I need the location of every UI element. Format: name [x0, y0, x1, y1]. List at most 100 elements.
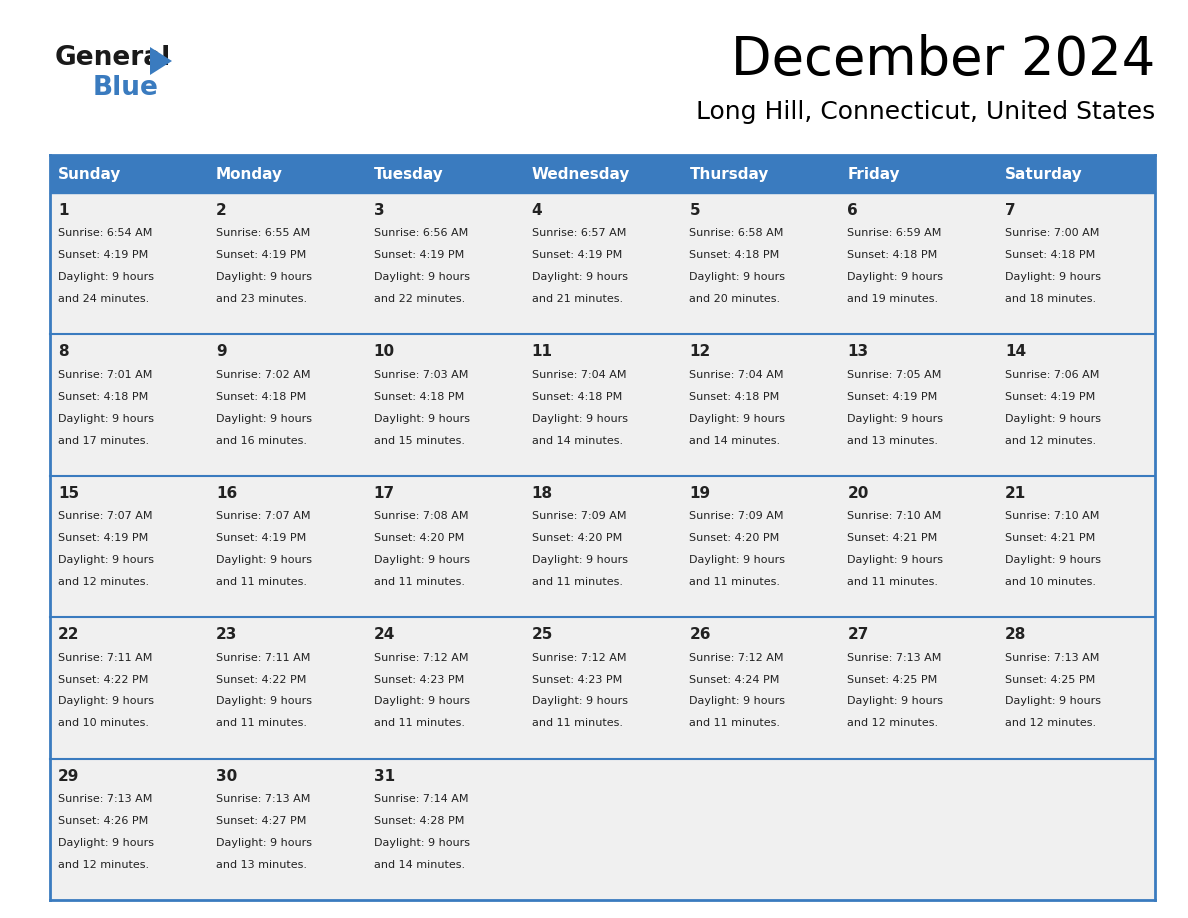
Text: 7: 7 [1005, 203, 1016, 218]
Text: and 11 minutes.: and 11 minutes. [689, 719, 781, 728]
Text: 2: 2 [216, 203, 227, 218]
Text: 30: 30 [216, 768, 238, 784]
Text: Daylight: 9 hours: Daylight: 9 hours [531, 414, 627, 424]
Text: Sunset: 4:18 PM: Sunset: 4:18 PM [847, 251, 937, 261]
Text: 26: 26 [689, 627, 710, 643]
Text: and 23 minutes.: and 23 minutes. [216, 294, 307, 304]
Text: Daylight: 9 hours: Daylight: 9 hours [374, 414, 469, 424]
Text: Sunrise: 7:04 AM: Sunrise: 7:04 AM [531, 370, 626, 380]
Text: Sunset: 4:19 PM: Sunset: 4:19 PM [216, 251, 307, 261]
Text: Daylight: 9 hours: Daylight: 9 hours [847, 697, 943, 707]
Text: 8: 8 [58, 344, 69, 360]
Text: and 21 minutes.: and 21 minutes. [531, 294, 623, 304]
Text: Daylight: 9 hours: Daylight: 9 hours [689, 697, 785, 707]
Bar [839, 617, 997, 758]
Bar [682, 758, 839, 900]
Text: and 10 minutes.: and 10 minutes. [58, 719, 148, 728]
Text: 20: 20 [847, 486, 868, 501]
Text: Sunset: 4:23 PM: Sunset: 4:23 PM [531, 675, 621, 685]
Text: Sunrise: 6:56 AM: Sunrise: 6:56 AM [374, 229, 468, 239]
Text: Daylight: 9 hours: Daylight: 9 hours [216, 414, 312, 424]
Text: Sunrise: 7:03 AM: Sunrise: 7:03 AM [374, 370, 468, 380]
Text: 22: 22 [58, 627, 80, 643]
Bar [50, 155, 208, 193]
Text: and 13 minutes.: and 13 minutes. [216, 860, 307, 869]
Bar [682, 476, 839, 617]
Text: Daylight: 9 hours: Daylight: 9 hours [216, 273, 312, 283]
Text: Daylight: 9 hours: Daylight: 9 hours [1005, 273, 1101, 283]
Text: Daylight: 9 hours: Daylight: 9 hours [374, 838, 469, 848]
Text: Sunset: 4:28 PM: Sunset: 4:28 PM [374, 816, 465, 826]
Text: Daylight: 9 hours: Daylight: 9 hours [1005, 697, 1101, 707]
Text: Daylight: 9 hours: Daylight: 9 hours [847, 414, 943, 424]
Text: and 24 minutes.: and 24 minutes. [58, 294, 150, 304]
Text: Sunrise: 7:12 AM: Sunrise: 7:12 AM [374, 653, 468, 663]
Bar [839, 334, 997, 476]
Text: Sunrise: 7:11 AM: Sunrise: 7:11 AM [216, 653, 310, 663]
Text: and 15 minutes.: and 15 minutes. [374, 436, 465, 445]
Text: Sunrise: 6:55 AM: Sunrise: 6:55 AM [216, 229, 310, 239]
Text: Sunset: 4:19 PM: Sunset: 4:19 PM [374, 251, 465, 261]
Text: Sunset: 4:18 PM: Sunset: 4:18 PM [1005, 251, 1095, 261]
Text: Sunrise: 6:57 AM: Sunrise: 6:57 AM [531, 229, 626, 239]
Text: Sunrise: 7:06 AM: Sunrise: 7:06 AM [1005, 370, 1100, 380]
Text: and 11 minutes.: and 11 minutes. [689, 577, 781, 587]
Bar [208, 476, 366, 617]
Text: Sunrise: 7:10 AM: Sunrise: 7:10 AM [1005, 511, 1100, 521]
Polygon shape [150, 47, 172, 75]
Text: Sunset: 4:18 PM: Sunset: 4:18 PM [689, 251, 779, 261]
Text: Sunset: 4:19 PM: Sunset: 4:19 PM [531, 251, 621, 261]
Text: and 11 minutes.: and 11 minutes. [374, 719, 465, 728]
Text: and 11 minutes.: and 11 minutes. [531, 577, 623, 587]
Text: Daylight: 9 hours: Daylight: 9 hours [216, 838, 312, 848]
Text: Sunrise: 7:08 AM: Sunrise: 7:08 AM [374, 511, 468, 521]
Text: Sunrise: 7:13 AM: Sunrise: 7:13 AM [58, 794, 152, 804]
Text: Sunday: Sunday [58, 166, 121, 182]
Text: Sunset: 4:20 PM: Sunset: 4:20 PM [689, 533, 779, 543]
Text: and 11 minutes.: and 11 minutes. [847, 577, 939, 587]
Text: Daylight: 9 hours: Daylight: 9 hours [847, 273, 943, 283]
Text: and 12 minutes.: and 12 minutes. [58, 577, 150, 587]
Text: and 12 minutes.: and 12 minutes. [1005, 719, 1097, 728]
Text: Sunset: 4:18 PM: Sunset: 4:18 PM [689, 392, 779, 402]
Bar [524, 758, 682, 900]
Text: Daylight: 9 hours: Daylight: 9 hours [531, 555, 627, 565]
Bar [997, 758, 1155, 900]
Text: Sunset: 4:25 PM: Sunset: 4:25 PM [1005, 675, 1095, 685]
Text: Daylight: 9 hours: Daylight: 9 hours [216, 697, 312, 707]
Bar [50, 758, 208, 900]
Text: 18: 18 [531, 486, 552, 501]
Bar [524, 155, 682, 193]
Text: 10: 10 [374, 344, 394, 360]
Text: Daylight: 9 hours: Daylight: 9 hours [531, 697, 627, 707]
Bar [839, 476, 997, 617]
Text: and 14 minutes.: and 14 minutes. [531, 436, 623, 445]
Text: Daylight: 9 hours: Daylight: 9 hours [689, 414, 785, 424]
Text: Sunrise: 7:12 AM: Sunrise: 7:12 AM [689, 653, 784, 663]
Text: General: General [55, 45, 171, 71]
Text: and 20 minutes.: and 20 minutes. [689, 294, 781, 304]
Bar [997, 193, 1155, 334]
Text: Sunrise: 6:54 AM: Sunrise: 6:54 AM [58, 229, 152, 239]
Text: Sunrise: 7:05 AM: Sunrise: 7:05 AM [847, 370, 942, 380]
Text: Sunrise: 7:14 AM: Sunrise: 7:14 AM [374, 794, 468, 804]
Text: Daylight: 9 hours: Daylight: 9 hours [689, 555, 785, 565]
Text: 14: 14 [1005, 344, 1026, 360]
Bar [682, 155, 839, 193]
Text: 27: 27 [847, 627, 868, 643]
Text: Thursday: Thursday [689, 166, 769, 182]
Text: 3: 3 [374, 203, 385, 218]
Text: and 14 minutes.: and 14 minutes. [374, 860, 465, 869]
Bar [997, 476, 1155, 617]
Text: Sunset: 4:18 PM: Sunset: 4:18 PM [58, 392, 148, 402]
Text: and 11 minutes.: and 11 minutes. [531, 719, 623, 728]
Text: Sunset: 4:19 PM: Sunset: 4:19 PM [58, 251, 148, 261]
Text: 13: 13 [847, 344, 868, 360]
Bar [366, 193, 524, 334]
Text: and 22 minutes.: and 22 minutes. [374, 294, 465, 304]
Text: Daylight: 9 hours: Daylight: 9 hours [531, 273, 627, 283]
Text: Long Hill, Connecticut, United States: Long Hill, Connecticut, United States [696, 100, 1155, 124]
Text: Friday: Friday [847, 166, 901, 182]
Text: Sunrise: 7:07 AM: Sunrise: 7:07 AM [216, 511, 310, 521]
Text: Blue: Blue [93, 75, 159, 101]
